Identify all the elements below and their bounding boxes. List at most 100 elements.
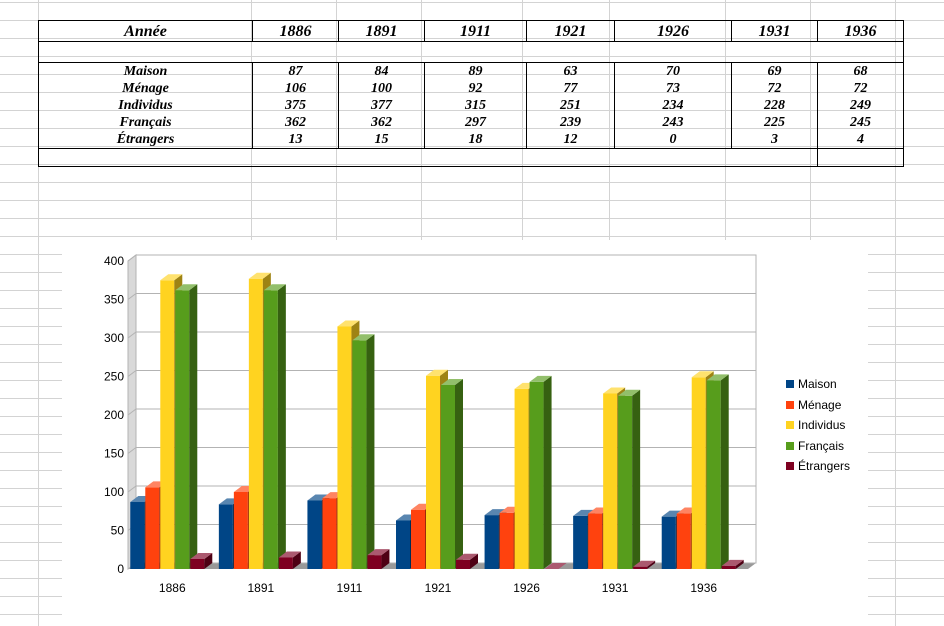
legend-item: Individus [786, 415, 850, 436]
bar [263, 284, 286, 569]
x-tick-label: 1931 [602, 581, 629, 595]
legend-label: Français [798, 438, 845, 453]
y-tick-label: 400 [104, 254, 124, 268]
value-cell: 68 [817, 62, 904, 80]
legend-label: Maison [798, 377, 837, 392]
legend-swatch [786, 380, 794, 389]
legend-swatch [786, 400, 794, 409]
value-cell: 69 [731, 62, 818, 80]
table-row: Maison 87 84 89 63 70 69 68 [38, 62, 904, 80]
value-cell: 375 [252, 97, 339, 114]
bar [456, 553, 478, 569]
chart-area: 0 50 100 150 200 250 300 350 400 1886 1891 1911 1921… [62, 240, 868, 626]
header-cell-year: 1936 [817, 20, 904, 42]
legend-label: Individus [798, 418, 846, 433]
y-tick-label: 250 [104, 370, 124, 384]
bar [441, 378, 463, 569]
value-cell: 63 [526, 62, 615, 80]
header-cell-year: 1926 [614, 20, 732, 42]
bar [529, 375, 552, 569]
header-cell-year: 1921 [526, 20, 615, 42]
legend-swatch [786, 441, 794, 450]
row-label-cell: Ménage [38, 80, 253, 97]
bar [633, 560, 656, 569]
value-cell: 245 [817, 114, 904, 131]
blank-cell [817, 148, 904, 167]
legend-item: Ménage [786, 395, 850, 416]
y-tick-label: 350 [104, 293, 124, 307]
bar [367, 549, 390, 569]
chart-legend: Maison Ménage Individus Français Étrangers [786, 374, 850, 477]
value-cell: 377 [338, 97, 425, 114]
blank-cell [38, 41, 904, 63]
bar [190, 552, 213, 569]
bar [544, 563, 567, 569]
value-cell: 70 [614, 62, 732, 80]
y-tick-label: 50 [111, 524, 125, 538]
value-cell: 249 [817, 97, 904, 114]
bar [618, 389, 641, 569]
gridline [127, 370, 756, 377]
value-cell: 106 [252, 80, 339, 97]
header-cell-year: 1931 [731, 20, 818, 42]
value-cell: 3 [731, 131, 818, 149]
row-label-cell: Français [38, 114, 253, 131]
header-cell-year: 1891 [338, 20, 425, 42]
value-cell: 228 [731, 97, 818, 114]
value-cell: 225 [731, 114, 818, 131]
value-cell: 0 [614, 131, 732, 149]
table-header-row: Année 1886 1891 1911 1921 1926 1931 1936 [38, 20, 904, 42]
header-cell-year-label: Année [38, 20, 253, 42]
x-tick-label: 1921 [425, 581, 452, 595]
y-tick-label: 300 [104, 331, 124, 345]
legend-swatch [786, 421, 794, 430]
row-label-cell: Étrangers [38, 131, 253, 149]
y-tick-label: 200 [104, 408, 124, 422]
value-cell: 92 [424, 80, 527, 97]
value-cell: 243 [614, 114, 732, 131]
y-tick-label: 150 [104, 447, 124, 461]
legend-item: Maison [786, 374, 850, 395]
value-cell: 18 [424, 131, 527, 149]
bar [706, 374, 729, 569]
header-cell-year: 1886 [252, 20, 339, 42]
table-row: Ménage 106 100 92 77 73 72 72 [38, 80, 904, 97]
value-cell: 77 [526, 80, 615, 97]
x-tick-label: 1926 [513, 581, 540, 595]
bar [278, 551, 301, 569]
legend-label: Ménage [798, 397, 842, 412]
value-cell: 15 [338, 131, 425, 149]
value-cell: 234 [614, 97, 732, 114]
value-cell: 87 [252, 62, 339, 80]
value-cell: 239 [526, 114, 615, 131]
legend-item: Français [786, 436, 850, 457]
row-label-cell: Individus [38, 97, 253, 114]
value-cell: 297 [424, 114, 527, 131]
table-blank-row [38, 41, 904, 63]
value-cell: 72 [817, 80, 904, 97]
x-tick-label: 1886 [159, 581, 186, 595]
value-cell: 251 [526, 97, 615, 114]
gridline [127, 293, 756, 300]
value-cell: 315 [424, 97, 527, 114]
value-cell: 12 [526, 131, 615, 149]
bar [175, 284, 198, 569]
value-cell: 72 [731, 80, 818, 97]
row-label-cell: Maison [38, 62, 253, 80]
value-cell: 4 [817, 131, 904, 149]
legend-label: Étrangers [798, 459, 851, 474]
data-table: Année 1886 1891 1911 1921 1926 1931 1936 Maison 8… [38, 20, 904, 167]
table-row: Individus 375 377 315 251 234 228 249 [38, 97, 904, 114]
table-row: Français 362 362 297 239 243 225 245 [38, 114, 904, 131]
bar-chart: 0 50 100 150 200 250 300 350 400 1886 1891 1911 1921… [104, 254, 757, 595]
value-cell: 362 [252, 114, 339, 131]
legend-swatch [786, 462, 794, 471]
x-tick-label: 1911 [337, 581, 363, 595]
gridline [127, 331, 756, 339]
y-tick-label: 100 [104, 485, 124, 499]
value-cell: 100 [338, 80, 425, 97]
legend-item: Étrangers [786, 456, 850, 477]
bar [352, 334, 375, 569]
x-tick-label: 1936 [690, 581, 717, 595]
x-tick-label: 1891 [248, 581, 275, 595]
